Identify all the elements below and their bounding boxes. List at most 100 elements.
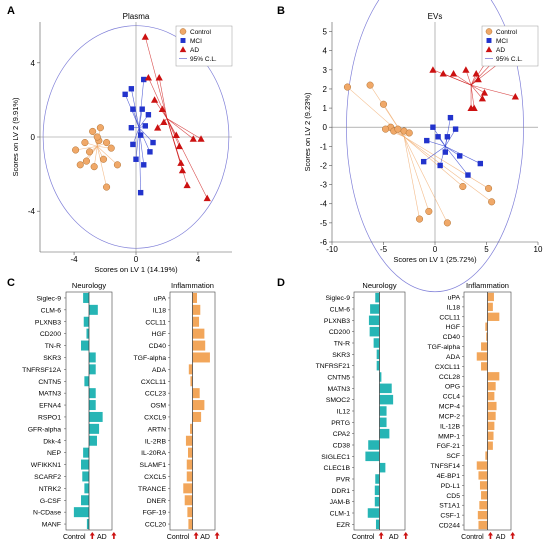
bar bbox=[379, 428, 390, 439]
category-label: FGF-19 bbox=[143, 510, 167, 517]
data-point-ad bbox=[155, 74, 163, 81]
control-axis-label: Control bbox=[461, 534, 484, 541]
bar bbox=[192, 411, 202, 422]
x-tick-label: 4 bbox=[196, 255, 201, 264]
spoke-line bbox=[403, 136, 430, 212]
category-label: CCL11 bbox=[145, 319, 166, 326]
data-point-mci bbox=[130, 141, 136, 148]
spoke-line bbox=[145, 36, 168, 119]
spoke-line bbox=[138, 127, 141, 193]
bar bbox=[86, 328, 89, 339]
bar bbox=[487, 391, 495, 401]
category-label: GFR-alpha bbox=[28, 426, 61, 433]
bar-panel-title: Inflammation bbox=[466, 281, 509, 290]
spoke-line bbox=[96, 146, 107, 188]
bar bbox=[89, 400, 96, 411]
data-point-ad bbox=[511, 93, 519, 100]
data-point-control bbox=[85, 148, 94, 156]
bar bbox=[89, 364, 96, 375]
spoke-line bbox=[443, 73, 472, 86]
category-label: Siglec-9 bbox=[36, 295, 61, 302]
category-label: TN-R bbox=[334, 341, 350, 348]
category-label: CNTN5 bbox=[327, 375, 350, 382]
category-label: MCP-4 bbox=[439, 404, 460, 411]
spoke-line bbox=[403, 136, 448, 224]
bar bbox=[84, 483, 89, 494]
spoke-line bbox=[97, 146, 118, 166]
category-label: CLM-6 bbox=[330, 307, 351, 314]
category-label: ARTN bbox=[148, 426, 166, 433]
y-tick-label: -2 bbox=[320, 161, 328, 170]
category-label: TGF-alpha bbox=[428, 344, 461, 351]
bar bbox=[82, 471, 89, 482]
category-label: WFIKKN1 bbox=[31, 462, 61, 469]
y-tick-label: -4 bbox=[28, 207, 36, 216]
legend-entry: MCI bbox=[496, 38, 508, 45]
category-label: TGF-alpha bbox=[134, 355, 167, 362]
bar bbox=[188, 364, 193, 375]
category-label: CXCL9 bbox=[144, 414, 166, 421]
spoke-line bbox=[166, 118, 208, 199]
data-point-mci bbox=[130, 106, 136, 112]
category-label: HGF bbox=[446, 324, 460, 331]
legend-entry: Control bbox=[190, 29, 212, 36]
category-label: EFNA4 bbox=[39, 403, 61, 410]
bar bbox=[192, 388, 200, 399]
data-point-control bbox=[103, 183, 111, 191]
bar bbox=[184, 495, 193, 506]
bar bbox=[379, 372, 382, 382]
bar bbox=[376, 360, 380, 371]
category-label: SKR3 bbox=[332, 352, 350, 359]
panel-letter: A bbox=[7, 5, 15, 17]
spoke-line bbox=[470, 84, 485, 94]
bar bbox=[481, 362, 488, 371]
category-label: MATN3 bbox=[38, 391, 61, 398]
data-point-control bbox=[113, 161, 121, 169]
bar bbox=[187, 447, 193, 458]
bar-chart-C-neurology: Neurology Siglec-9 CLM-6 PLXNB3 CD200 TN-R SKR… bbox=[22, 281, 117, 541]
data-point-ad bbox=[189, 135, 197, 142]
bar bbox=[89, 411, 103, 422]
category-label: PRTG bbox=[331, 420, 350, 427]
bar bbox=[192, 316, 200, 327]
category-label: IL-20RA bbox=[141, 450, 166, 457]
data-point-ad bbox=[429, 66, 437, 73]
data-point-ad bbox=[474, 75, 482, 83]
data-point-control bbox=[99, 155, 108, 163]
bar bbox=[192, 328, 205, 339]
bar bbox=[379, 417, 387, 428]
up-arrow-icon bbox=[214, 532, 220, 539]
legend-entry: MCI bbox=[190, 38, 202, 45]
x-tick-label: 0 bbox=[433, 245, 438, 254]
bar bbox=[192, 352, 210, 363]
category-label: CLM-1 bbox=[330, 511, 351, 518]
bar-chart-C-inflammation: Inflammation uPA IL18 CCL11 HGF CD40 TGF-alpha… bbox=[134, 281, 220, 541]
spoke-line bbox=[132, 109, 140, 128]
category-label: SKR3 bbox=[43, 355, 61, 362]
bar-chart-D-neurology: Neurology Siglec-9 CLM-6 PLXNB3 CD200 TN-R SKR… bbox=[316, 281, 409, 541]
category-label: ADA bbox=[152, 367, 166, 374]
category-label: PLXNB3 bbox=[324, 318, 350, 325]
bar bbox=[187, 507, 193, 518]
category-label: IL-2RB bbox=[145, 438, 167, 445]
spoke-line bbox=[403, 136, 464, 187]
legend-marker bbox=[180, 38, 186, 43]
x-tick-label: -10 bbox=[326, 245, 338, 254]
y-axis-label: Scores on LV 2 (9.91%) bbox=[11, 97, 20, 177]
ad-axis-label: AD bbox=[496, 534, 506, 541]
bar bbox=[487, 421, 495, 431]
data-point-mci bbox=[430, 124, 436, 130]
up-arrow-icon bbox=[403, 532, 409, 539]
category-label: HGF bbox=[152, 331, 166, 338]
bar-panel-title: Neurology bbox=[72, 281, 106, 290]
legend-marker bbox=[485, 46, 493, 53]
plot-title: Plasma bbox=[123, 12, 150, 21]
category-label: ADA bbox=[446, 354, 460, 361]
category-label: G-CSF bbox=[40, 498, 61, 505]
category-label: CXCL11 bbox=[435, 364, 460, 371]
spoke-line bbox=[166, 118, 188, 186]
bar bbox=[183, 483, 193, 494]
category-label: TRANCE bbox=[138, 486, 166, 493]
bar bbox=[476, 352, 488, 361]
